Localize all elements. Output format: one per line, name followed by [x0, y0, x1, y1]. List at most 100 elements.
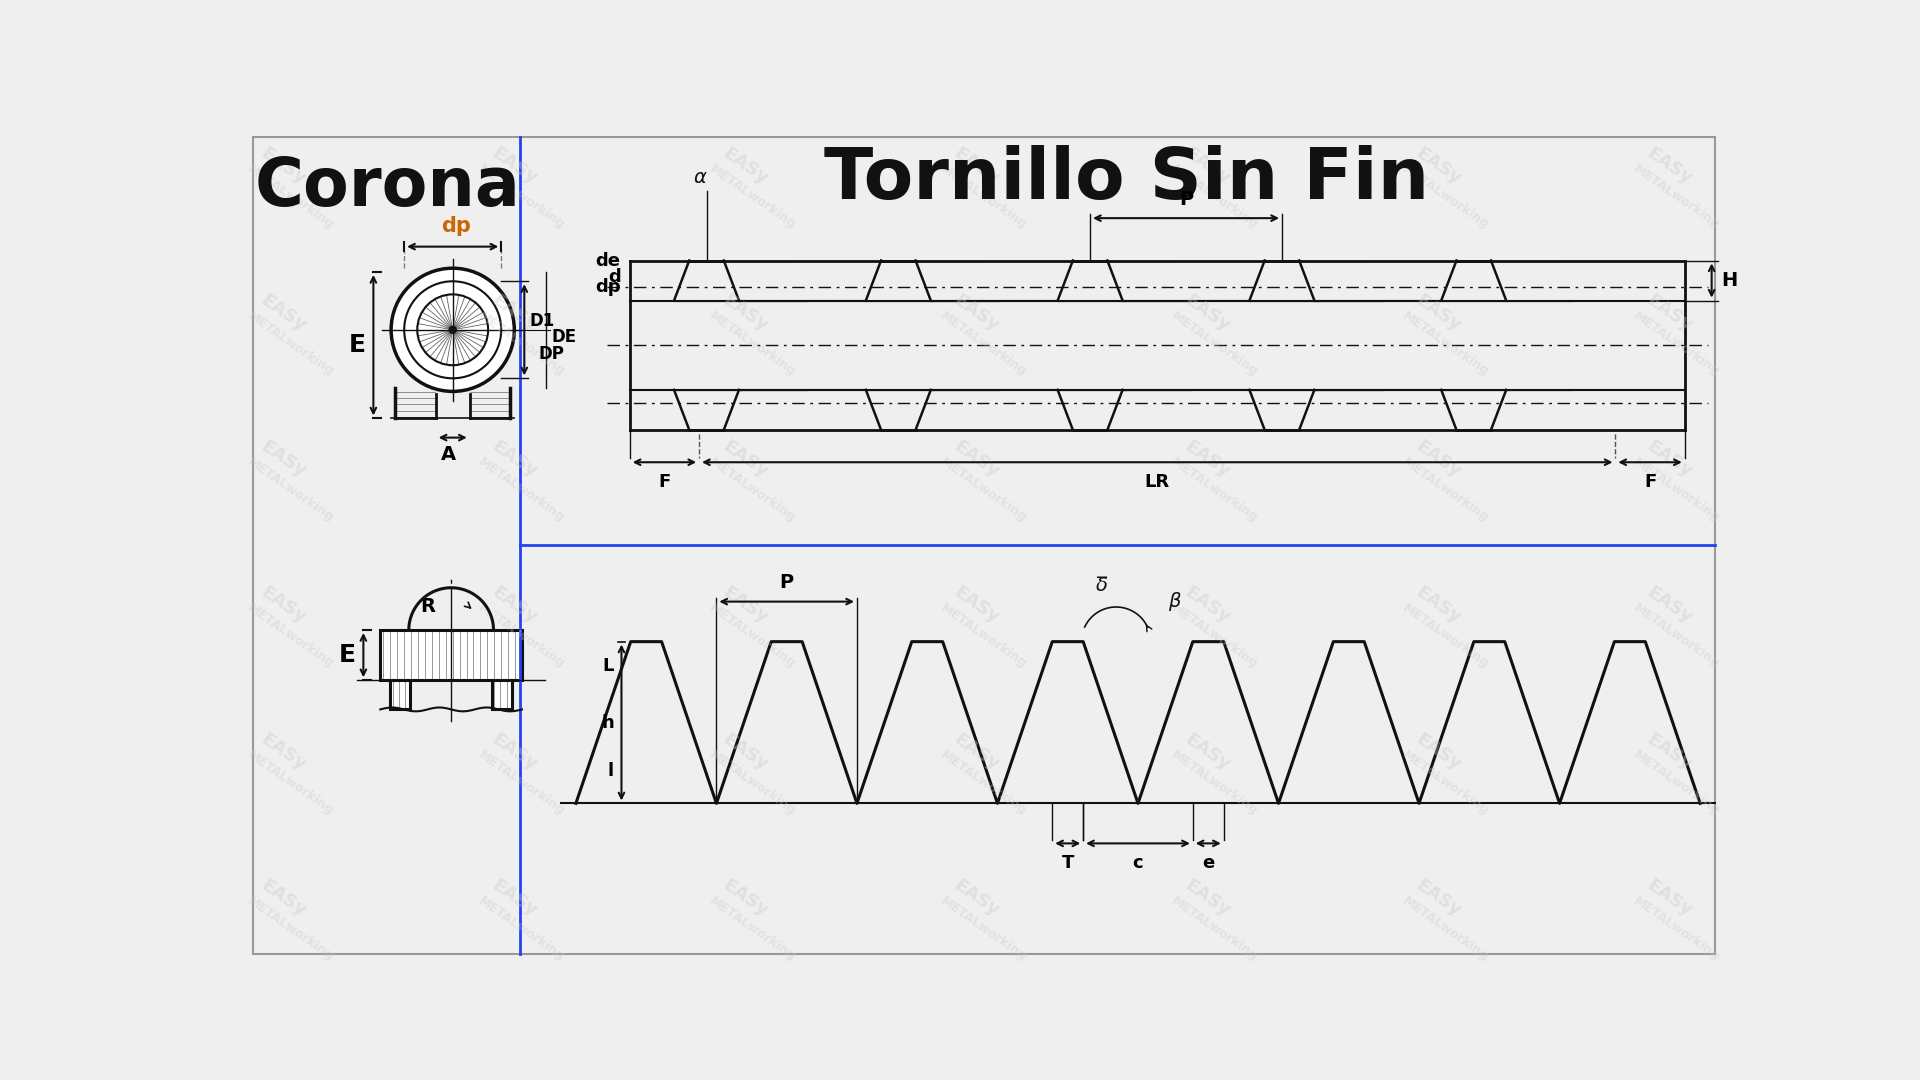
Text: EASy: EASy [1644, 730, 1695, 773]
Bar [380, 630, 522, 680]
Text: METALworking: METALworking [1169, 894, 1261, 963]
Text: EASy: EASy [257, 291, 309, 335]
Bar [390, 680, 411, 710]
Text: METALworking: METALworking [939, 456, 1029, 525]
Text: R: R [420, 597, 436, 617]
Text: METALworking: METALworking [939, 602, 1029, 671]
Text: P: P [780, 573, 793, 592]
Text: P: P [1179, 190, 1192, 208]
Text: METALworking: METALworking [246, 163, 336, 232]
Text: EASy: EASy [720, 291, 772, 335]
Text: EASy: EASy [257, 730, 309, 773]
Text: EASy: EASy [488, 291, 540, 335]
Text: L: L [603, 657, 614, 675]
Text: EASy: EASy [1181, 145, 1233, 189]
Text: LR: LR [1144, 473, 1169, 491]
Text: METALworking: METALworking [707, 602, 799, 671]
Text: E: E [349, 334, 365, 357]
Text: METALworking: METALworking [1632, 456, 1722, 525]
Circle shape [449, 327, 455, 333]
Text: METALworking: METALworking [476, 456, 568, 525]
Text: EASy: EASy [950, 583, 1002, 627]
Text: METALworking: METALworking [246, 456, 336, 525]
Text: METALworking: METALworking [476, 309, 568, 378]
Text: METALworking: METALworking [1169, 456, 1261, 525]
Text: EASy: EASy [950, 730, 1002, 773]
Text: D1: D1 [530, 311, 555, 329]
Text: METALworking: METALworking [246, 602, 336, 671]
Text: EASy: EASy [1181, 583, 1233, 627]
Text: METALworking: METALworking [939, 309, 1029, 378]
Text: METALworking: METALworking [1632, 602, 1722, 671]
Text: DE: DE [551, 328, 576, 347]
Text: EASy: EASy [488, 876, 540, 920]
Text: EASy: EASy [950, 876, 1002, 920]
Text: METALworking: METALworking [1400, 163, 1492, 232]
Text: α: α [693, 168, 707, 187]
Text: EASy: EASy [1181, 876, 1233, 920]
Text: EASy: EASy [720, 437, 772, 481]
Text: METALworking: METALworking [476, 163, 568, 232]
Text: METALworking: METALworking [707, 309, 799, 378]
Text: T: T [1062, 854, 1073, 873]
Text: EASy: EASy [1413, 437, 1465, 481]
Text: EASy: EASy [488, 145, 540, 189]
Text: EASy: EASy [1181, 291, 1233, 335]
Text: EASy: EASy [950, 145, 1002, 189]
Text: METALworking: METALworking [1400, 747, 1492, 818]
Text: METALworking: METALworking [1169, 163, 1261, 232]
Text: METALworking: METALworking [1169, 602, 1261, 671]
Text: E: E [338, 643, 355, 667]
Text: METALworking: METALworking [939, 163, 1029, 232]
Text: EASy: EASy [488, 437, 540, 481]
Text: METALworking: METALworking [1632, 894, 1722, 963]
Text: H: H [1720, 271, 1738, 291]
Text: β: β [1167, 592, 1181, 611]
Text: EASy: EASy [1181, 730, 1233, 773]
Text: METALworking: METALworking [707, 163, 799, 232]
Text: METALworking: METALworking [1400, 602, 1492, 671]
Text: METALworking: METALworking [1632, 747, 1722, 818]
Text: METALworking: METALworking [246, 309, 336, 378]
Text: h: h [601, 714, 614, 731]
Text: EASy: EASy [1413, 145, 1465, 189]
Circle shape [405, 281, 501, 378]
Text: METALworking: METALworking [246, 894, 336, 963]
Text: EASy: EASy [1413, 583, 1465, 627]
Text: EASy: EASy [257, 583, 309, 627]
Circle shape [417, 295, 488, 365]
Bar [492, 680, 513, 710]
Text: l: l [607, 762, 614, 780]
Text: METALworking: METALworking [476, 602, 568, 671]
Text: METALworking: METALworking [707, 747, 799, 818]
Text: EASy: EASy [257, 145, 309, 189]
Text: METALworking: METALworking [707, 456, 799, 525]
Text: A: A [442, 445, 457, 464]
Text: METALworking: METALworking [476, 747, 568, 818]
Circle shape [392, 268, 515, 391]
Text: EASy: EASy [488, 730, 540, 773]
Text: F: F [1644, 473, 1657, 491]
Text: METALworking: METALworking [476, 894, 568, 963]
Text: δ̅: δ̅ [1096, 577, 1108, 595]
Text: METALworking: METALworking [246, 747, 336, 818]
Text: METALworking: METALworking [1400, 309, 1492, 378]
Text: EASy: EASy [1644, 437, 1695, 481]
Text: METALworking: METALworking [1169, 309, 1261, 378]
Text: METALworking: METALworking [1400, 456, 1492, 525]
Text: Corona: Corona [253, 154, 520, 220]
Text: de: de [595, 252, 620, 270]
Text: dp: dp [595, 279, 620, 296]
Text: EASy: EASy [720, 730, 772, 773]
Text: METALworking: METALworking [939, 747, 1029, 818]
Text: METALworking: METALworking [1632, 163, 1722, 232]
Text: Tornillo Sin Fin: Tornillo Sin Fin [824, 145, 1428, 214]
Text: F: F [659, 473, 670, 491]
Text: EASy: EASy [1413, 730, 1465, 773]
Text: EASy: EASy [720, 583, 772, 627]
Text: EASy: EASy [488, 583, 540, 627]
Text: EASy: EASy [1644, 583, 1695, 627]
Text: METALworking: METALworking [939, 894, 1029, 963]
Text: EASy: EASy [1644, 876, 1695, 920]
Text: EASy: EASy [1413, 291, 1465, 335]
